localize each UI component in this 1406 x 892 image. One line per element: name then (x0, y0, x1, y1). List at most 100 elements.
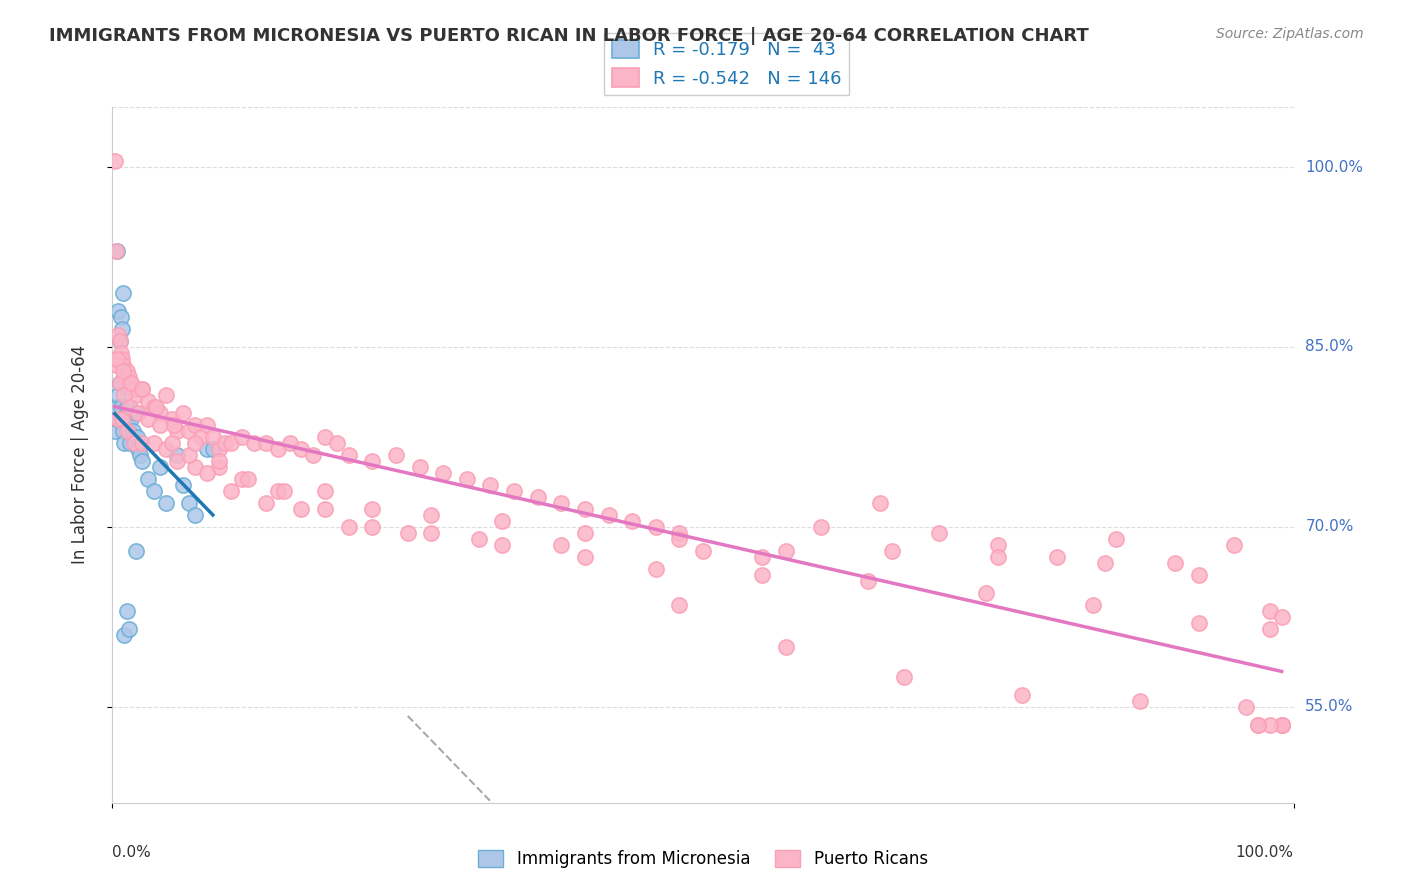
Point (396, 525, 419, 540)
Point (155, 388, 177, 402)
Point (503, 483, 526, 498)
Point (117, 412, 139, 426)
Point (869, 496, 891, 510)
Point (105, 358, 128, 372)
Point (326, 436, 349, 450)
Point (112, 285, 135, 300)
Point (775, 544, 797, 558)
Point (314, 502, 336, 516)
Point (105, 244, 128, 258)
Text: 0.0%: 0.0% (112, 845, 152, 860)
Point (751, 567, 773, 582)
Point (125, 544, 148, 558)
Point (1247, 718, 1270, 732)
Point (142, 436, 165, 450)
Point (668, 532, 690, 546)
Point (114, 412, 136, 426)
Point (105, 412, 128, 426)
Point (118, 370, 141, 384)
Point (432, 466, 454, 480)
Point (1258, 622, 1281, 636)
Point (208, 442, 231, 456)
Point (184, 436, 207, 450)
Point (479, 478, 502, 492)
Point (201, 430, 224, 444)
Point (668, 525, 690, 540)
Point (105, 351, 128, 366)
Point (1223, 538, 1246, 552)
Point (112, 364, 135, 378)
Point (1271, 718, 1294, 732)
Point (104, 154, 127, 169)
Point (131, 382, 153, 396)
Point (420, 508, 443, 522)
Point (142, 483, 165, 498)
Legend: Immigrants from Micronesia, Puerto Ricans: Immigrants from Micronesia, Puerto Rican… (471, 843, 935, 875)
Point (120, 376, 142, 390)
Point (108, 376, 131, 390)
Point (491, 538, 513, 552)
Point (125, 388, 148, 402)
Point (127, 406, 149, 420)
Point (145, 400, 167, 414)
Legend: R = -0.179   N =  43, R = -0.542   N = 146: R = -0.179 N = 43, R = -0.542 N = 146 (605, 33, 849, 95)
Point (361, 502, 384, 516)
Point (115, 424, 138, 438)
Point (1258, 718, 1281, 732)
Point (108, 334, 131, 348)
Point (526, 490, 548, 504)
Point (104, 424, 127, 438)
Point (118, 424, 141, 438)
Point (105, 244, 128, 258)
Point (290, 502, 312, 516)
Point (122, 382, 145, 396)
Point (166, 424, 188, 438)
Point (131, 454, 153, 468)
Point (644, 520, 666, 534)
Point (112, 358, 135, 372)
Point (195, 442, 218, 456)
Point (385, 448, 408, 462)
Point (112, 628, 135, 642)
Point (112, 424, 135, 438)
Point (179, 496, 201, 510)
Point (254, 436, 277, 450)
Point (136, 472, 159, 486)
Point (810, 520, 832, 534)
Point (1129, 694, 1152, 708)
Point (108, 376, 131, 390)
Point (361, 454, 384, 468)
Point (122, 436, 145, 450)
Point (110, 346, 132, 360)
Point (361, 520, 384, 534)
Text: IMMIGRANTS FROM MICRONESIA VS PUERTO RICAN IN LABOR FORCE | AGE 20-64 CORRELATIO: IMMIGRANTS FROM MICRONESIA VS PUERTO RIC… (49, 27, 1090, 45)
Point (243, 436, 266, 450)
Point (337, 448, 360, 462)
Point (1271, 610, 1294, 624)
Point (219, 483, 242, 498)
Point (987, 549, 1010, 564)
Point (420, 525, 443, 540)
Point (115, 400, 138, 414)
Point (166, 454, 188, 468)
Point (491, 514, 513, 528)
Point (155, 442, 177, 456)
Point (976, 586, 998, 600)
Point (987, 538, 1010, 552)
Point (115, 604, 138, 618)
Point (1011, 688, 1033, 702)
Y-axis label: In Labor Force | Age 20-64: In Labor Force | Age 20-64 (70, 345, 89, 565)
Point (120, 436, 142, 450)
Point (118, 622, 141, 636)
Point (751, 549, 773, 564)
Point (1105, 532, 1128, 546)
Text: 100.0%: 100.0% (1305, 160, 1364, 175)
Point (112, 388, 135, 402)
Point (160, 436, 183, 450)
Point (184, 459, 207, 474)
Point (1046, 549, 1069, 564)
Point (692, 544, 714, 558)
Text: 100.0%: 100.0% (1236, 845, 1294, 860)
Text: Source: ZipAtlas.com: Source: ZipAtlas.com (1216, 27, 1364, 41)
Point (1094, 556, 1116, 570)
